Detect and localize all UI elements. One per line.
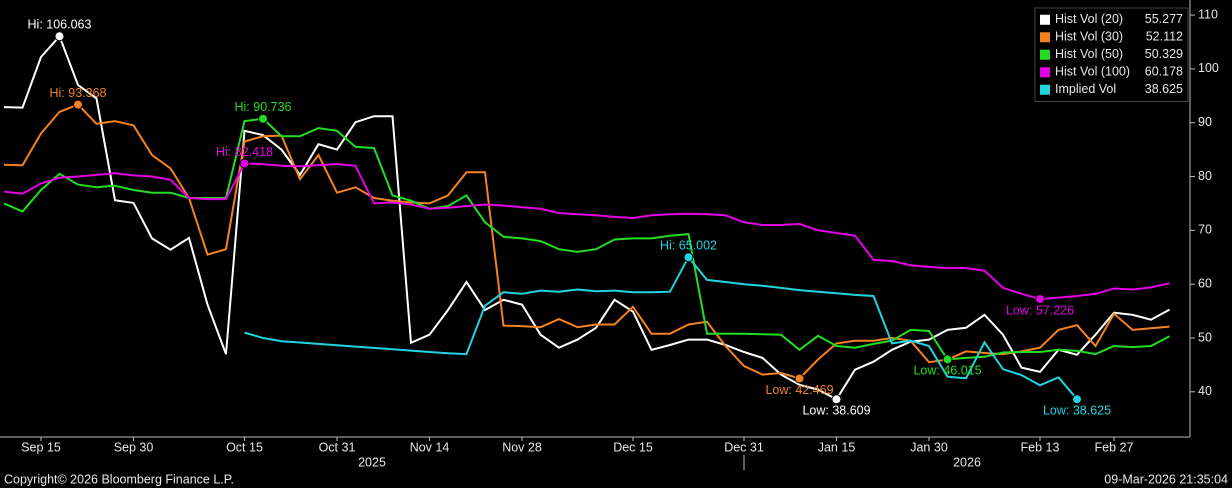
legend-label: Hist Vol (20) <box>1055 12 1123 26</box>
extreme-marker <box>1072 394 1082 405</box>
y-tick-label: 80 <box>1198 169 1212 183</box>
x-tick-label: Jan 15 <box>818 440 856 454</box>
year-label: 2026 <box>953 455 981 469</box>
y-tick-label: 50 <box>1198 330 1212 344</box>
legend-box <box>1034 7 1189 102</box>
legend-swatch <box>1040 67 1050 78</box>
y-tick-label: 70 <box>1198 223 1212 237</box>
low-label: Low: 42.469 <box>765 383 833 397</box>
y-tick-label: 60 <box>1198 276 1212 290</box>
y-tick-label: 100 <box>1198 61 1219 75</box>
x-tick-label: Dec 31 <box>724 440 764 454</box>
x-tick-label: Feb 13 <box>1021 440 1060 454</box>
legend-value: 38.625 <box>1145 82 1183 96</box>
legend-swatch <box>1040 49 1050 60</box>
x-tick-label: Oct 31 <box>319 440 356 454</box>
legend-swatch <box>1040 32 1050 43</box>
extreme-marker <box>73 99 83 110</box>
y-tick-label: 110 <box>1198 7 1218 21</box>
extreme-marker <box>683 252 694 263</box>
extreme-marker <box>1035 294 1045 305</box>
x-tick-label: Nov 28 <box>502 440 542 454</box>
extreme-marker <box>794 373 805 384</box>
legend-swatch <box>1040 14 1050 25</box>
high-label: Hi: 65.002 <box>660 239 717 253</box>
low-label: Low: 38.625 <box>1043 403 1111 417</box>
high-label: Hi: 90.736 <box>235 100 292 114</box>
x-tick-label: Sep 15 <box>21 440 61 454</box>
legend-value: 52.112 <box>1146 30 1183 44</box>
legend-value: 55.277 <box>1145 12 1183 26</box>
high-label: Hi: 106.063 <box>28 18 92 32</box>
series-line <box>3 103 1170 380</box>
high-label: Hi: 93.368 <box>50 86 107 100</box>
extreme-marker <box>831 394 842 405</box>
series-line <box>3 34 1170 401</box>
copyright: Copyright© 2026 Bloomberg Finance L.P. <box>4 472 234 486</box>
x-tick-label: Nov 14 <box>410 440 450 454</box>
legend-value: 60.178 <box>1145 65 1183 79</box>
extreme-marker <box>258 113 268 124</box>
series-line <box>244 255 1078 400</box>
timestamp: 09-Mar-2026 21:35:04 <box>1104 472 1228 486</box>
y-tick-label: 40 <box>1198 384 1212 398</box>
legend-label: Hist Vol (30) <box>1055 30 1123 44</box>
extreme-marker <box>239 158 250 169</box>
extreme-marker <box>942 354 953 365</box>
extreme-marker <box>54 31 65 42</box>
x-tick-label: Sep 30 <box>114 440 154 454</box>
series-line <box>3 162 1170 301</box>
legend-swatch <box>1040 84 1050 95</box>
y-tick-label: 90 <box>1198 115 1212 129</box>
legend-label: Hist Vol (100) <box>1055 65 1130 79</box>
x-tick-label: Jan 30 <box>910 440 948 454</box>
legend: Hist Vol (20) 55.277 Hist Vol (30) 52.112 Hi… <box>1034 7 1189 102</box>
year-label: 2025 <box>358 455 386 469</box>
legend-label: Hist Vol (50) <box>1055 47 1123 61</box>
low-label: Low: 38.609 <box>802 404 870 418</box>
x-tick-label: Dec 15 <box>613 440 653 454</box>
legend-label: Implied Vol <box>1055 82 1116 96</box>
legend-value: 50.329 <box>1145 47 1183 61</box>
x-tick-label: Oct 15 <box>226 440 263 454</box>
x-tick-label: Feb 27 <box>1095 440 1134 454</box>
low-label: Low: 46.015 <box>913 364 981 378</box>
high-label: Hi: 82.418 <box>216 145 273 159</box>
low-label: Low: 57.226 <box>1006 303 1074 317</box>
